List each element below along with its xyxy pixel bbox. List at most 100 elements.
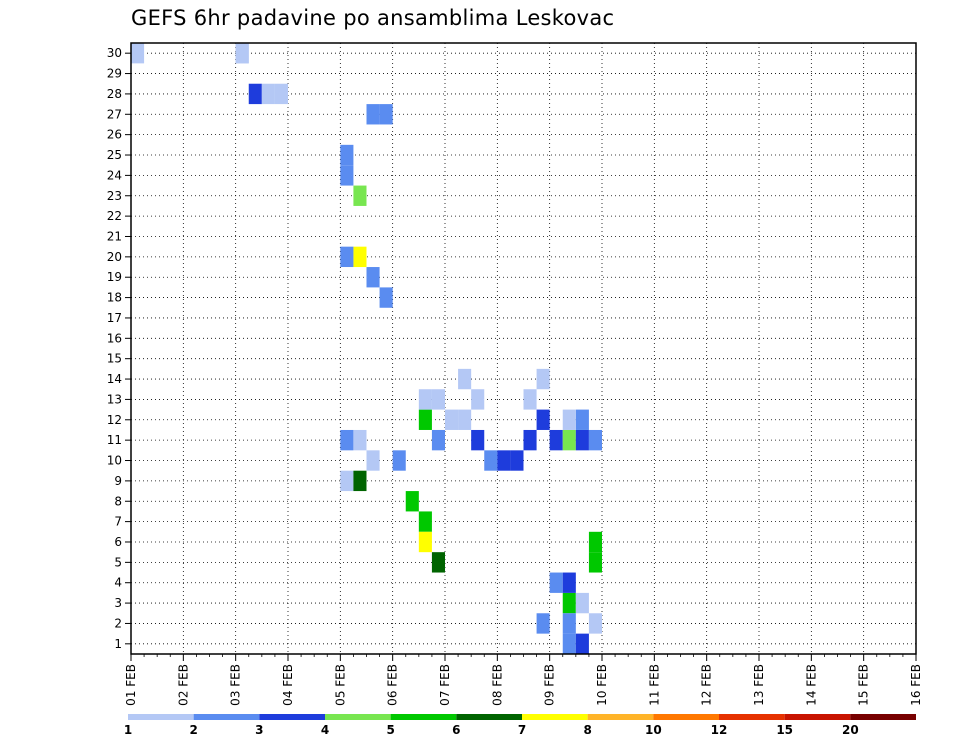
precip-cell (549, 572, 563, 593)
precip-cell (418, 389, 432, 410)
chart-title: GEFS 6hr padavine po ansamblima Leskovac (131, 6, 615, 30)
y-tick-label: 29 (107, 67, 122, 81)
precip-cell (366, 450, 380, 471)
precip-cell (366, 104, 380, 125)
grid-lines (131, 43, 916, 654)
y-tick-label: 13 (107, 392, 122, 406)
legend-label: 8 (583, 723, 591, 737)
precip-cell (562, 592, 576, 614)
precip-cell (497, 450, 511, 471)
y-tick-label: 6 (114, 535, 122, 549)
precip-cell (353, 185, 367, 206)
legend-swatch (128, 714, 194, 720)
precip-cell (575, 592, 589, 614)
x-tick-label: 05 FEB (333, 664, 347, 706)
legend-swatch (325, 714, 391, 720)
y-tick-label: 17 (107, 311, 122, 325)
y-tick-label: 2 (114, 616, 122, 630)
y-tick-label: 15 (107, 352, 122, 366)
x-tick-label: 12 FEB (700, 664, 714, 706)
y-tick-label: 21 (107, 229, 122, 243)
y-tick-label: 10 (107, 454, 122, 468)
legend-label: 3 (255, 723, 263, 737)
x-tick-label: 10 FEB (595, 664, 609, 706)
precip-cell (340, 246, 354, 268)
precip-cell (471, 389, 485, 410)
x-tick-label: 07 FEB (438, 664, 452, 706)
precip-cell (340, 165, 354, 186)
x-tick-label: 09 FEB (543, 664, 557, 706)
y-tick-label: 19 (107, 270, 122, 284)
y-tick-label: 7 (114, 515, 122, 529)
x-tick-label: 04 FEB (281, 664, 295, 706)
legend-swatch (193, 714, 260, 720)
legend-label: 15 (776, 723, 793, 737)
legend-swatch (390, 714, 457, 720)
legend-swatch (259, 714, 325, 720)
y-tick-label: 12 (107, 413, 122, 427)
y-tick-label: 8 (114, 494, 122, 508)
precip-cell (510, 450, 524, 471)
y-tick-label: 14 (107, 372, 122, 386)
precip-cell (562, 613, 576, 634)
precip-cell (418, 511, 432, 532)
y-tick-label: 16 (107, 331, 122, 345)
precip-cell (484, 450, 498, 471)
x-tick-label: 01 FEB (124, 664, 138, 706)
precip-cell (235, 43, 249, 64)
precip-cell (562, 572, 576, 593)
y-tick-label: 4 (114, 576, 122, 590)
precip-cell (431, 389, 445, 410)
x-tick-label: 16 FEB (909, 664, 923, 706)
y-tick-label: 9 (114, 474, 122, 488)
precip-cell (274, 83, 288, 105)
precip-cell (458, 409, 472, 430)
x-tick-label: 11 FEB (647, 664, 661, 706)
precip-cell (562, 429, 576, 451)
precip-cell (340, 470, 354, 492)
legend-label: 1 (124, 723, 132, 737)
y-tick-label: 27 (107, 107, 122, 121)
precip-cell (418, 531, 432, 553)
legend-label: 7 (518, 723, 526, 737)
precip-cell (536, 613, 550, 634)
x-tick-label: 06 FEB (386, 664, 400, 706)
legend-label: 20 (842, 723, 859, 737)
x-tick-label: 02 FEB (176, 664, 190, 706)
x-tick-label: 03 FEB (229, 664, 243, 706)
precip-cell (353, 470, 367, 492)
y-tick-label: 5 (114, 555, 122, 569)
legend-label: 10 (645, 723, 662, 737)
y-tick-label: 30 (107, 46, 122, 60)
data-cells (131, 43, 602, 654)
precip-cell (575, 633, 589, 654)
legend-label: 2 (189, 723, 197, 737)
precip-cell (379, 287, 393, 308)
precip-cell (523, 429, 537, 451)
precip-cell (392, 450, 406, 471)
precip-cell (536, 409, 550, 430)
precip-cell (562, 633, 576, 654)
y-tick-label: 28 (107, 87, 122, 101)
y-tick-label: 20 (107, 250, 122, 264)
precip-cell (523, 389, 537, 410)
precip-cell (248, 83, 262, 105)
legend: 1 2 3 4 5 6 7 8 10 12 15 20 (124, 714, 916, 737)
legend-swatch (456, 714, 522, 720)
legend-label: 4 (321, 723, 329, 737)
precip-cell (340, 144, 354, 166)
precip-cell (353, 429, 367, 451)
x-tick-label: 13 FEB (752, 664, 766, 706)
precip-cell (261, 83, 275, 105)
precip-cell (366, 267, 380, 288)
y-tick-label: 25 (107, 148, 122, 162)
y-tick-label: 18 (107, 291, 122, 305)
precip-cell (353, 246, 367, 268)
precip-cell (575, 409, 589, 430)
axes: 1234567891011121314151617181920212223242… (107, 46, 923, 706)
x-tick-label: 14 FEB (804, 664, 818, 706)
legend-swatch (522, 714, 588, 720)
precip-cell (588, 552, 602, 573)
precip-cell (588, 613, 602, 634)
